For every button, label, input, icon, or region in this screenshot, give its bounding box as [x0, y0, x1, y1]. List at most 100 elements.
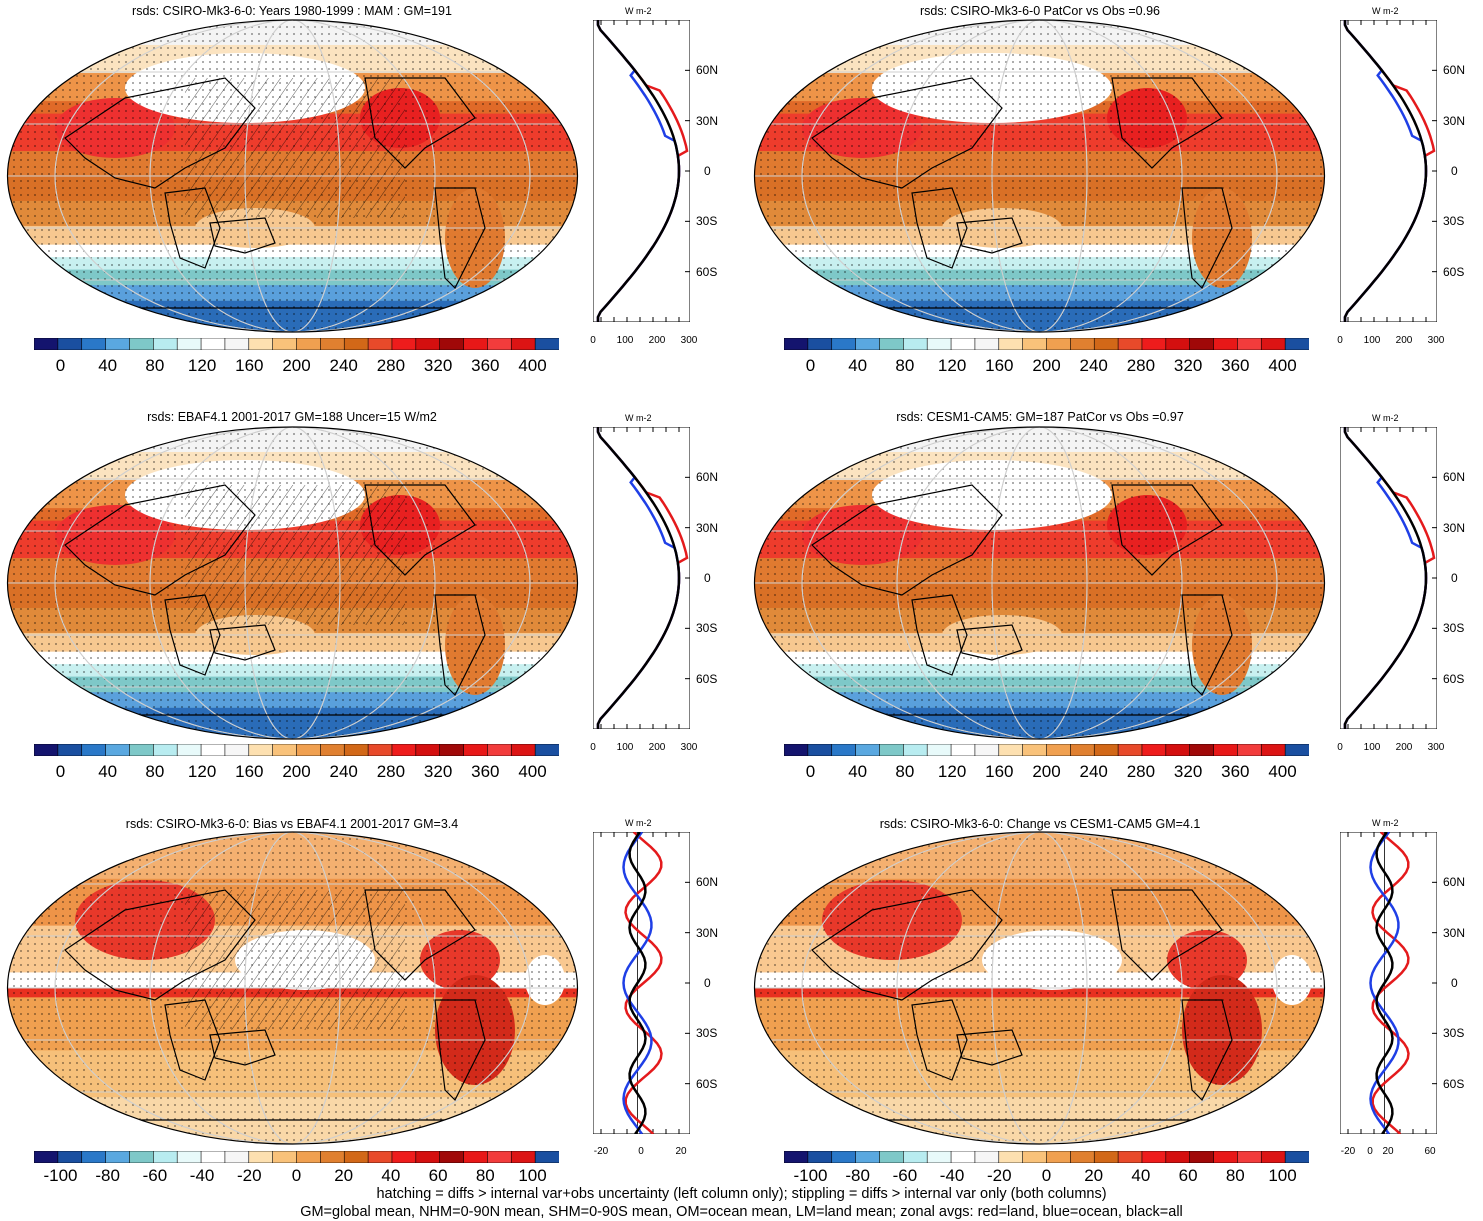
zonal-lat-label: 30S	[696, 621, 718, 636]
colorbar-tick-label: -60	[142, 1166, 168, 1185]
colorbar-swatch	[950, 338, 976, 350]
colorbar-swatch	[831, 338, 857, 350]
zonal-x-label: 20	[675, 1146, 687, 1157]
colorbar-ticks-3: 0 40 80 120 160 200 240 280 320 360 400	[34, 762, 559, 784]
colorbar-swatch	[807, 744, 833, 756]
zonal-x-label: -20	[593, 1146, 609, 1157]
colorbar-swatch	[224, 338, 250, 350]
colorbar-swatch	[1284, 744, 1309, 756]
zonal-lat-labels-5: 60N 30N 0 30S 60S	[696, 832, 736, 1134]
colorbar-swatch	[272, 1151, 298, 1163]
colorbar-3	[34, 744, 559, 756]
zonal-x-label: 100	[616, 335, 634, 346]
colorbar-ticks-2: 0 40 80 120 160 200 240 280 320 360 400	[784, 356, 1309, 378]
colorbar-swatch	[105, 338, 131, 350]
zonal-x-label: 0	[1367, 1146, 1373, 1157]
colorbar-tick-label: 0	[805, 762, 816, 781]
zonal-lat-label: 30N	[1443, 113, 1466, 128]
zonal-plot-2	[1340, 20, 1437, 322]
colorbar-swatch	[463, 338, 489, 350]
zonal-unit-6: W m-2	[1372, 818, 1399, 828]
colorbar-swatch	[105, 1151, 131, 1163]
colorbar-swatch	[1117, 744, 1143, 756]
colorbar-tick-label: 280	[1126, 762, 1156, 781]
zonal-lat-label: 30S	[1443, 214, 1465, 229]
zonal-lat-label: 0	[1451, 976, 1458, 990]
zonal-plot-5	[593, 832, 690, 1134]
colorbar-1	[34, 338, 559, 350]
colorbar-tick-label: 60	[1178, 1166, 1198, 1185]
zonal-x-labels-1: 0 100 200 300	[590, 335, 697, 349]
colorbar-swatch	[343, 1151, 369, 1163]
colorbar-tick-label: 40	[381, 1166, 401, 1185]
colorbar-swatch	[534, 338, 559, 350]
zonal-x-label: 0	[1337, 742, 1343, 753]
zonal-x-labels-2: 0 100 200 300	[1337, 335, 1444, 349]
colorbar-swatch	[487, 338, 513, 350]
colorbar-swatch	[176, 744, 202, 756]
colorbar-swatch	[1284, 1151, 1309, 1163]
colorbar-swatch	[1189, 338, 1215, 350]
colorbar-swatch	[129, 338, 155, 350]
colorbar-swatch	[1165, 338, 1191, 350]
colorbar-swatch	[1284, 338, 1309, 350]
colorbar-swatch	[391, 1151, 417, 1163]
colorbar-tick-label: 40	[98, 762, 118, 781]
colorbar-ticks-6: -100 -80 -60 -40 -20 0 20 40 60 80 100	[784, 1166, 1309, 1188]
colorbar-swatch	[926, 1151, 952, 1163]
zonal-x-label: 0	[1337, 335, 1343, 346]
colorbar-swatch	[1237, 338, 1263, 350]
colorbar-swatch	[950, 1151, 976, 1163]
colorbar-swatch	[1141, 744, 1167, 756]
colorbar-swatch	[831, 1151, 857, 1163]
colorbar-swatch	[1117, 338, 1143, 350]
colorbar-swatch	[176, 338, 202, 350]
colorbar-swatch	[248, 1151, 274, 1163]
zonal-x-label: 200	[1395, 335, 1413, 346]
colorbar-swatch	[998, 1151, 1024, 1163]
zonal-unit-4: W m-2	[1372, 413, 1399, 423]
colorbar-swatch	[129, 1151, 155, 1163]
zonal-x-label: 200	[1395, 742, 1413, 753]
colorbar-swatch	[439, 744, 465, 756]
colorbar-swatch	[415, 744, 441, 756]
colorbar-tick-label: 160	[235, 356, 264, 375]
zonal-lat-label: 60N	[696, 63, 719, 78]
zonal-lat-label: 30N	[696, 925, 719, 940]
colorbar-swatch	[367, 1151, 393, 1163]
zonal-x-label: 100	[616, 742, 634, 753]
zonal-x-label: -20	[1340, 1146, 1356, 1157]
colorbar-swatch	[1070, 1151, 1096, 1163]
colorbar-swatch	[272, 744, 298, 756]
colorbar-swatch	[367, 338, 393, 350]
zonal-lat-label: 30N	[1443, 520, 1466, 535]
map-panel-3	[6, 426, 579, 740]
zonal-lat-label: 60N	[1443, 470, 1466, 485]
zonal-lat-label: 30S	[696, 214, 718, 229]
colorbar-tick-label: 320	[1173, 356, 1203, 375]
colorbar-swatch	[1237, 744, 1263, 756]
zonal-x-label: 0	[590, 335, 596, 346]
zonal-lat-labels-1: 60N 30N 0 30S 60S	[696, 20, 736, 322]
colorbar-tick-label: 40	[98, 356, 118, 375]
colorbar-swatch	[903, 1151, 928, 1163]
zonal-lat-label: 60S	[1443, 264, 1465, 279]
colorbar-tick-label: 0	[55, 356, 66, 375]
zonal-unit-3: W m-2	[625, 413, 652, 423]
colorbar-tick-label: 160	[235, 762, 264, 781]
colorbar-swatch	[879, 338, 905, 350]
colorbar-swatch	[200, 744, 226, 756]
zonal-lat-label: 30S	[1443, 1026, 1465, 1041]
zonal-x-label: 20	[1382, 1146, 1394, 1157]
panel-title-5: rsds: CSIRO-Mk3-6-0: Bias vs EBAF4.1 200…	[125, 817, 459, 831]
zonal-lat-label: 30N	[1443, 925, 1466, 940]
colorbar-tick-label: 100	[1268, 1166, 1297, 1185]
zonal-x-label: 0	[638, 1146, 644, 1157]
colorbar-swatch	[926, 338, 952, 350]
colorbar-swatch	[1165, 1151, 1191, 1163]
zonal-lat-label: 0	[704, 571, 711, 585]
panel-title-1: rsds: CSIRO-Mk3-6-0: Years 1980-1999 : M…	[132, 4, 452, 18]
colorbar-6	[784, 1151, 1309, 1163]
zonal-lat-label: 60N	[1443, 63, 1466, 78]
colorbar-swatch	[153, 338, 178, 350]
